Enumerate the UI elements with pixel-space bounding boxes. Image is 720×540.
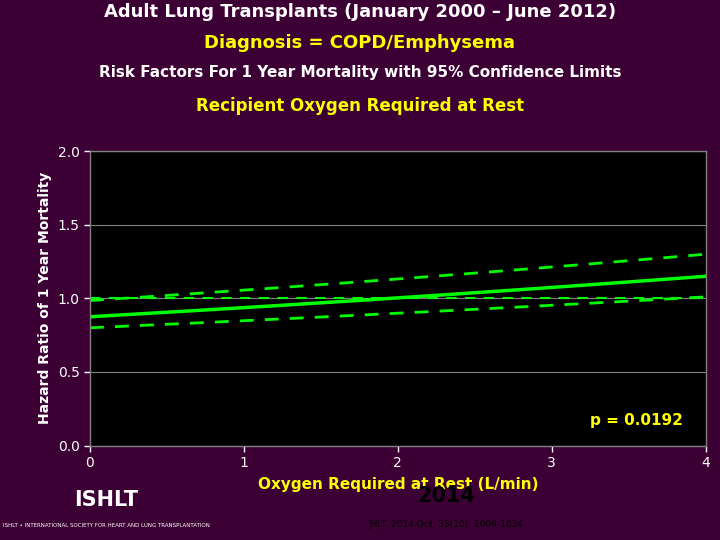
Text: ISHLT • INTERNATIONAL SOCIETY FOR HEART AND LUNG TRANSPLANTATION: ISHLT • INTERNATIONAL SOCIETY FOR HEART … [3, 523, 210, 528]
Text: ISHLT: ISHLT [74, 490, 138, 510]
X-axis label: Oxygen Required at Rest (L/min): Oxygen Required at Rest (L/min) [258, 477, 538, 492]
Text: Risk Factors For 1 Year Mortality with 95% Confidence Limits: Risk Factors For 1 Year Mortality with 9… [99, 65, 621, 80]
Text: JHLT. 2014 Oct; 33(10): 1009-1024: JHLT. 2014 Oct; 33(10): 1009-1024 [369, 521, 524, 529]
Text: Diagnosis = COPD/Emphysema: Diagnosis = COPD/Emphysema [204, 34, 516, 52]
Text: p = 0.0192: p = 0.0192 [590, 413, 683, 428]
Y-axis label: Hazard Ratio of 1 Year Mortality: Hazard Ratio of 1 Year Mortality [38, 172, 52, 424]
Text: Recipient Oxygen Required at Rest: Recipient Oxygen Required at Rest [196, 97, 524, 114]
Text: 2014: 2014 [418, 485, 475, 506]
Text: Adult Lung Transplants (January 2000 – June 2012): Adult Lung Transplants (January 2000 – J… [104, 3, 616, 21]
